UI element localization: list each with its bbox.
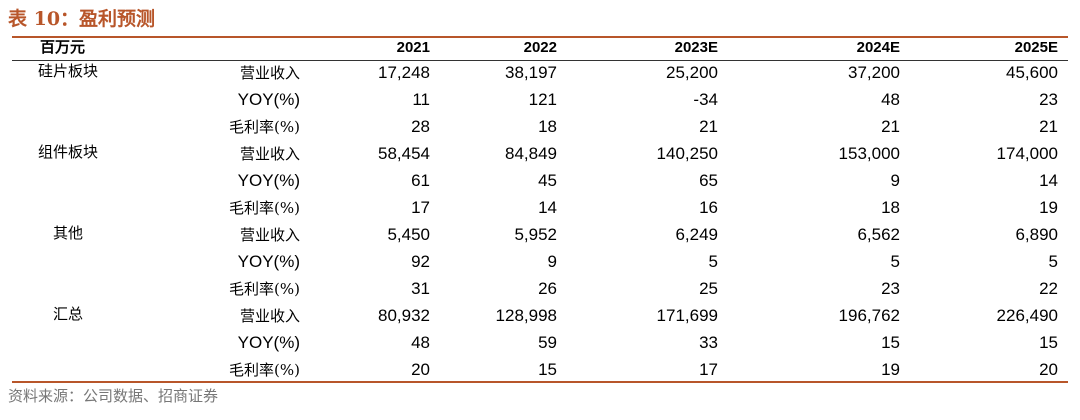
metric-label: YOY(%) [237,252,300,271]
segment-label: 汇总 [52,305,84,323]
table-cell: 31 [411,279,430,298]
table-cell: 11 [412,90,430,109]
table-cell: 48 [881,90,900,109]
table-cell: 14 [1039,171,1058,190]
segment-label: 组件板块 [37,143,99,161]
table-cell: 14 [538,198,557,217]
header-cell: 2021 [396,39,430,56]
metric-label: 营业收入 [239,307,300,325]
table-cell: 6,890 [1015,225,1058,244]
table-cell: -34 [693,90,718,109]
table-cell: 5 [1048,252,1058,271]
table-cell: 80,932 [378,306,430,325]
table-cell: 226,490 [996,306,1058,325]
table-cell: 5 [890,252,900,271]
table-cell: 37,200 [848,63,900,82]
table-cell: 28 [411,117,430,136]
metric-label: 毛利率(%) [229,361,300,379]
table-cell: 65 [699,171,718,190]
table-cell: 5 [708,252,718,271]
metric-label: 营业收入 [239,145,300,163]
table-cell: 15 [538,360,557,379]
table-cell: 15 [881,333,900,352]
table-cell: 25 [699,279,718,298]
header-cell: 2024E [856,39,900,56]
table-cell: 5,952 [514,225,557,244]
table-cell: 21 [881,117,900,136]
table-cell: 33 [699,333,718,352]
top-rule [12,36,1068,38]
table-cell: 23 [1039,90,1058,109]
table-cell: 17,248 [378,63,430,82]
table-cell: 19 [1039,198,1058,217]
table-cell: 45 [538,171,557,190]
table-cell: 22 [1039,279,1058,298]
metric-label: 毛利率(%) [229,199,300,217]
segment-label: 其他 [52,224,84,242]
table-cell: 17 [411,198,430,217]
table-cell: 48 [411,333,430,352]
table-title: 表 10：盈利预测 [8,8,156,30]
table-cell: 18 [881,198,900,217]
table-cell: 140,250 [656,144,718,163]
table-cell: 9 [890,171,900,190]
table-cell: 9 [547,252,557,271]
header-cell: 百万元 [40,38,86,56]
table-cell: 26 [538,279,557,298]
table-cell: 16 [699,198,718,217]
table-cell: 58,454 [378,144,430,163]
table-cell: 174,000 [996,144,1058,163]
metric-label: 营业收入 [239,226,300,244]
table-cell: 61 [411,171,430,190]
bottom-rule [12,381,1068,383]
table-cell: 38,197 [505,63,557,82]
header-cell: 2025E [1014,39,1058,56]
metric-label: YOY(%) [237,171,300,190]
table-cell: 6,249 [675,225,718,244]
table-cell: 23 [881,279,900,298]
metric-label: YOY(%) [237,333,300,352]
header-cell: 2023E [674,39,718,56]
table-cell: 5,450 [387,225,430,244]
table-cell: 18 [538,117,557,136]
table-cell: 196,762 [838,306,900,325]
header-rule [12,60,1068,61]
table-cell: 92 [411,252,430,271]
metric-label: YOY(%) [237,90,300,109]
table-cell: 171,699 [656,306,718,325]
table-cell: 128,998 [495,306,557,325]
table-cell: 6,562 [857,225,900,244]
segment-label: 硅片板块 [37,62,99,80]
table-cell: 21 [699,117,718,136]
table-cell: 19 [881,360,900,379]
table-cell: 59 [538,333,557,352]
metric-label: 毛利率(%) [229,280,300,298]
table-cell: 153,000 [838,144,900,163]
table-cell: 25,200 [666,63,718,82]
metric-label: 营业收入 [239,64,300,82]
table-cell: 20 [411,360,430,379]
table-cell: 45,600 [1006,63,1058,82]
metric-label: 毛利率(%) [229,118,300,136]
table-cell: 84,849 [505,144,557,163]
table-cell: 15 [1039,333,1058,352]
table-cell: 20 [1039,360,1058,379]
table-cell: 21 [1039,117,1058,136]
table-cell: 17 [699,360,718,379]
source-note: 资料来源：公司数据、招商证券 [8,387,219,405]
header-cell: 2022 [523,39,557,56]
table-cell: 121 [528,90,557,109]
